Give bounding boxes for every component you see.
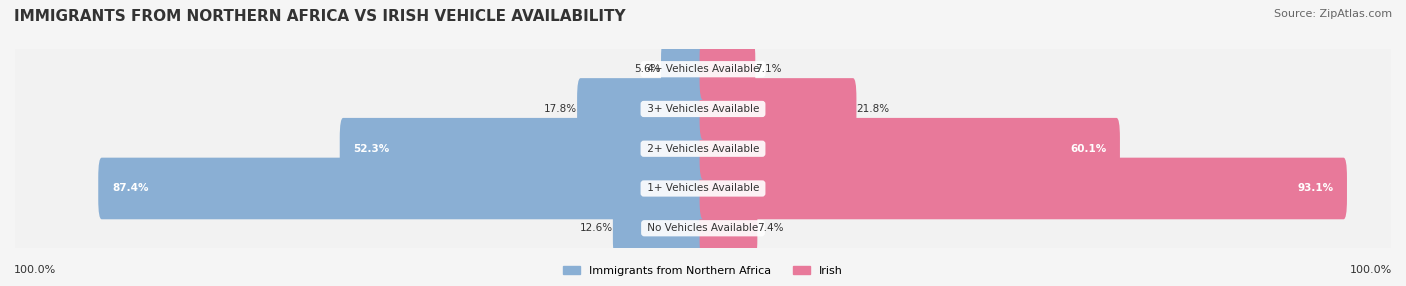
FancyBboxPatch shape bbox=[15, 208, 1391, 249]
Text: 12.6%: 12.6% bbox=[579, 223, 613, 233]
Text: 4+ Vehicles Available: 4+ Vehicles Available bbox=[644, 64, 762, 74]
Text: 87.4%: 87.4% bbox=[112, 184, 149, 194]
Text: 7.1%: 7.1% bbox=[755, 64, 782, 74]
FancyBboxPatch shape bbox=[700, 158, 1347, 219]
Text: No Vehicles Available: No Vehicles Available bbox=[644, 223, 762, 233]
Text: IMMIGRANTS FROM NORTHERN AFRICA VS IRISH VEHICLE AVAILABILITY: IMMIGRANTS FROM NORTHERN AFRICA VS IRISH… bbox=[14, 9, 626, 23]
FancyBboxPatch shape bbox=[15, 128, 1391, 169]
Text: 100.0%: 100.0% bbox=[1350, 265, 1392, 275]
FancyBboxPatch shape bbox=[15, 89, 1391, 129]
FancyBboxPatch shape bbox=[15, 49, 1391, 90]
Text: 1+ Vehicles Available: 1+ Vehicles Available bbox=[644, 184, 762, 194]
Text: 7.4%: 7.4% bbox=[758, 223, 785, 233]
Text: 3+ Vehicles Available: 3+ Vehicles Available bbox=[644, 104, 762, 114]
Text: 17.8%: 17.8% bbox=[544, 104, 576, 114]
Text: Source: ZipAtlas.com: Source: ZipAtlas.com bbox=[1274, 9, 1392, 19]
Text: 60.1%: 60.1% bbox=[1070, 144, 1107, 154]
Text: 93.1%: 93.1% bbox=[1298, 184, 1333, 194]
FancyBboxPatch shape bbox=[340, 118, 706, 180]
FancyBboxPatch shape bbox=[613, 197, 706, 259]
Text: 100.0%: 100.0% bbox=[14, 265, 56, 275]
Text: 21.8%: 21.8% bbox=[856, 104, 890, 114]
FancyBboxPatch shape bbox=[98, 158, 706, 219]
FancyBboxPatch shape bbox=[700, 38, 755, 100]
Text: 52.3%: 52.3% bbox=[353, 144, 389, 154]
FancyBboxPatch shape bbox=[661, 38, 706, 100]
FancyBboxPatch shape bbox=[700, 78, 856, 140]
FancyBboxPatch shape bbox=[15, 168, 1391, 209]
FancyBboxPatch shape bbox=[576, 78, 706, 140]
Text: 2+ Vehicles Available: 2+ Vehicles Available bbox=[644, 144, 762, 154]
FancyBboxPatch shape bbox=[700, 197, 758, 259]
Text: 5.6%: 5.6% bbox=[634, 64, 661, 74]
FancyBboxPatch shape bbox=[700, 118, 1121, 180]
Legend: Immigrants from Northern Africa, Irish: Immigrants from Northern Africa, Irish bbox=[560, 261, 846, 281]
